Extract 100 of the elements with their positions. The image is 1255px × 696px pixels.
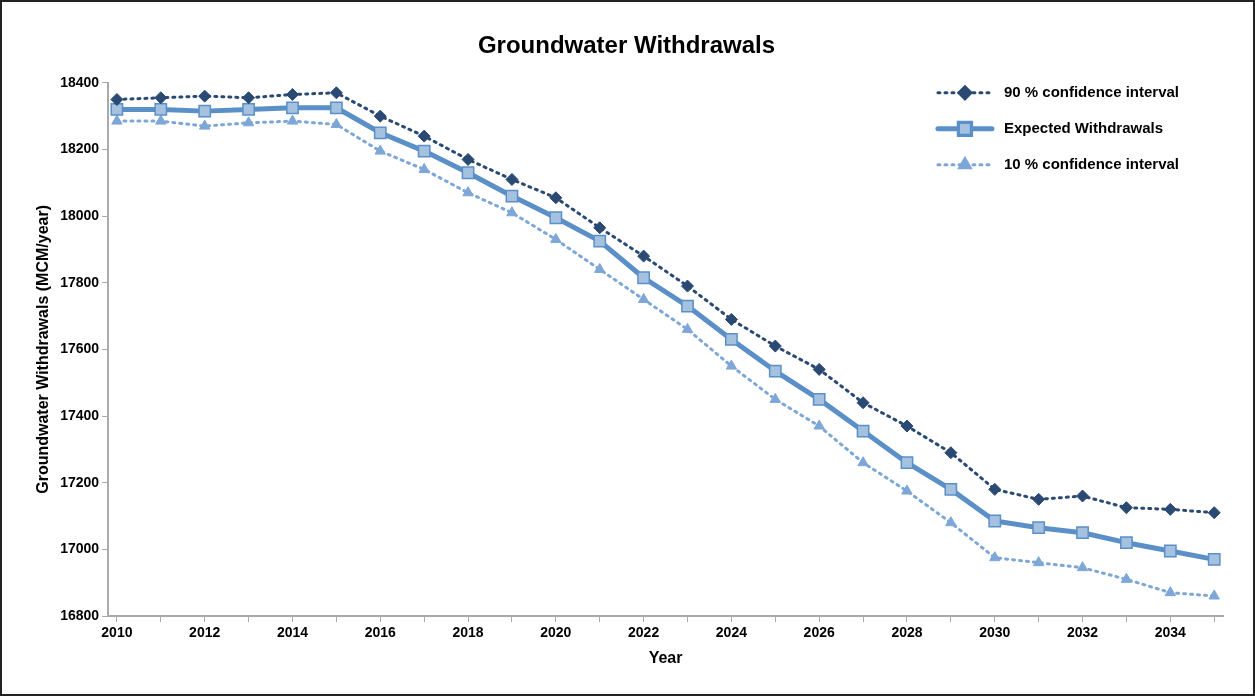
point <box>900 456 914 470</box>
point <box>989 551 1001 562</box>
point <box>198 104 212 118</box>
point <box>329 101 343 115</box>
point <box>373 126 387 140</box>
point <box>417 129 431 143</box>
point <box>1120 536 1133 550</box>
point <box>418 162 430 173</box>
point <box>724 312 738 326</box>
point <box>505 189 519 203</box>
x-tick-label: 2020 <box>540 624 572 641</box>
point <box>812 392 826 406</box>
point <box>199 119 211 130</box>
point <box>285 87 299 101</box>
point <box>1032 556 1045 567</box>
point <box>286 114 299 125</box>
x-tick-label: 2024 <box>715 624 748 641</box>
point <box>373 109 387 123</box>
point <box>900 419 914 433</box>
point <box>637 271 651 285</box>
point <box>461 152 475 166</box>
point <box>768 339 782 353</box>
point <box>154 91 168 105</box>
y-tick-label: 17000 <box>60 540 100 557</box>
point <box>549 191 563 205</box>
point <box>1208 589 1220 600</box>
point <box>944 482 958 496</box>
y-tick-label: 18000 <box>60 206 100 223</box>
point <box>1032 521 1046 535</box>
point <box>417 144 431 158</box>
point <box>1207 506 1221 520</box>
point <box>901 484 913 495</box>
y-tick-label: 16800 <box>60 606 100 623</box>
point <box>769 392 781 403</box>
x-tick-label: 2012 <box>189 624 221 641</box>
y-tick-label: 17800 <box>60 273 100 290</box>
point <box>988 514 1002 528</box>
point <box>944 446 958 460</box>
point <box>462 186 474 197</box>
legend-label: 10 % confidence interval <box>1003 154 1180 172</box>
x-axis-title: Year <box>648 648 683 666</box>
point <box>1164 586 1177 597</box>
point <box>1163 502 1177 516</box>
point <box>549 211 563 225</box>
point <box>1120 572 1133 583</box>
point <box>110 92 124 106</box>
point <box>1076 526 1089 540</box>
point <box>856 396 870 410</box>
x-tick-label: 2014 <box>276 624 309 641</box>
point <box>286 101 299 115</box>
point <box>988 482 1002 496</box>
y-tick-label: 17200 <box>60 473 100 490</box>
y-axis-title: Groundwater Withdrawals (MCM/year) <box>34 205 52 494</box>
point <box>594 262 606 273</box>
point <box>768 364 782 378</box>
point <box>111 114 123 125</box>
point <box>593 234 607 248</box>
point <box>242 116 255 127</box>
point <box>1119 501 1133 515</box>
legend-label: 90 % confidence interval <box>1003 82 1180 100</box>
point <box>1032 492 1046 506</box>
y-tick-label: 18200 <box>60 140 100 157</box>
chart-title: Groundwater Withdrawals <box>477 31 776 59</box>
point <box>945 516 957 527</box>
x-tick-label: 2022 <box>628 624 660 641</box>
y-tick-label: 17400 <box>60 406 100 423</box>
point <box>725 359 738 370</box>
point <box>506 206 518 217</box>
point <box>725 333 738 346</box>
x-tick-label: 2028 <box>891 624 923 641</box>
x-tick-label: 2030 <box>979 624 1011 641</box>
point <box>1076 561 1089 572</box>
x-tick-label: 2016 <box>364 624 397 641</box>
legend-label: Expected Withdrawals <box>1003 118 1164 136</box>
point <box>461 166 475 180</box>
point <box>637 249 651 263</box>
point <box>1163 544 1177 558</box>
point <box>637 292 650 303</box>
point <box>812 362 826 376</box>
point <box>242 91 256 105</box>
y-tick-label: 18400 <box>60 73 100 90</box>
point <box>681 299 694 313</box>
x-tick-label: 2032 <box>1066 624 1099 641</box>
point <box>857 456 869 467</box>
point <box>1076 489 1090 503</box>
x-tick-label: 2018 <box>452 624 484 641</box>
x-tick-label: 2010 <box>101 624 133 641</box>
point <box>374 144 386 155</box>
x-tick-label: 2034 <box>1154 624 1187 641</box>
point <box>505 172 519 186</box>
point <box>813 419 825 430</box>
point <box>593 221 607 235</box>
point <box>1207 552 1221 566</box>
point <box>550 232 562 243</box>
point <box>154 103 168 116</box>
point <box>242 103 255 116</box>
point <box>329 86 343 100</box>
point <box>681 279 695 293</box>
point <box>681 322 694 333</box>
y-tick-label: 17600 <box>60 340 100 357</box>
